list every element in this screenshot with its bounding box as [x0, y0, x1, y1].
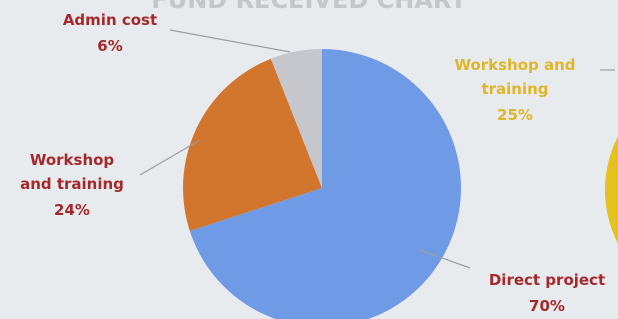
slice-label: Admin cost	[50, 8, 170, 32]
slice-label: Workshop and training	[12, 148, 132, 196]
slice-label: Direct project	[472, 268, 618, 292]
slice-label: Workshop and training	[435, 53, 595, 101]
slice-value-label: 70%	[472, 294, 618, 318]
leader-line	[170, 30, 290, 52]
slice-value-label: 25%	[435, 103, 595, 127]
slice-value-label: 24%	[12, 198, 132, 222]
chart-title: FUND RECEIVED CHART	[151, 0, 466, 14]
pie-slice	[605, 107, 618, 272]
slice-value-label: 6%	[50, 34, 170, 58]
poster: FUND RECEIVED CHART Direct project70% Wor…	[0, 0, 618, 319]
